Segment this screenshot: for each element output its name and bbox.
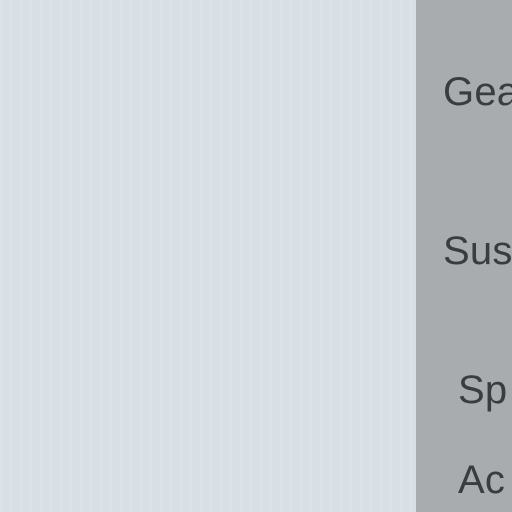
side-panel-item-2[interactable]: Sus	[443, 229, 512, 273]
main-content-area	[0, 0, 416, 512]
side-panel-item-1[interactable]: Gea	[443, 70, 512, 114]
side-panel-item-3[interactable]: Sp	[458, 368, 508, 412]
side-panel: Gea Sus Sp Ac	[416, 0, 512, 512]
side-panel-item-4[interactable]: Ac	[458, 458, 506, 502]
